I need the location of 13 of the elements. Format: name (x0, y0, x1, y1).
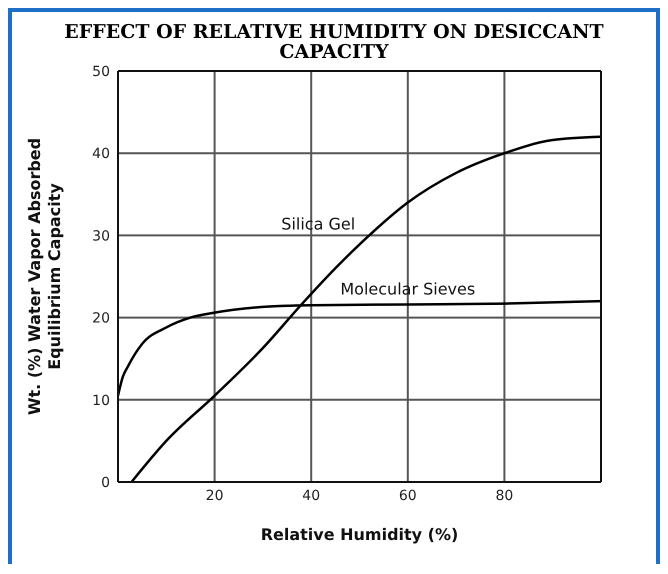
y-tick-label: 30 (92, 228, 110, 244)
y-tick-label: 40 (92, 146, 110, 162)
x-tick-label: 40 (302, 488, 320, 504)
y-axis-title: Wt. (%) Water Vapor Absorbed Equilibrium Capacity (25, 138, 64, 416)
y-tick-label: 20 (92, 310, 110, 327)
y-tick-label: 10 (92, 392, 110, 409)
y-tick-label: 0 (101, 474, 110, 491)
x-tick-label: 80 (495, 488, 514, 504)
x-axis-title: Relative Humidity (%) (260, 525, 458, 544)
x-tick-label: 60 (398, 488, 417, 504)
x-tick-label: 20 (206, 488, 224, 504)
chart-title: EFFECT OF RELATIVE HUMIDITY ON DESICCANT CAPACITY (63, 20, 605, 63)
y-tick-label: 50 (92, 64, 110, 80)
